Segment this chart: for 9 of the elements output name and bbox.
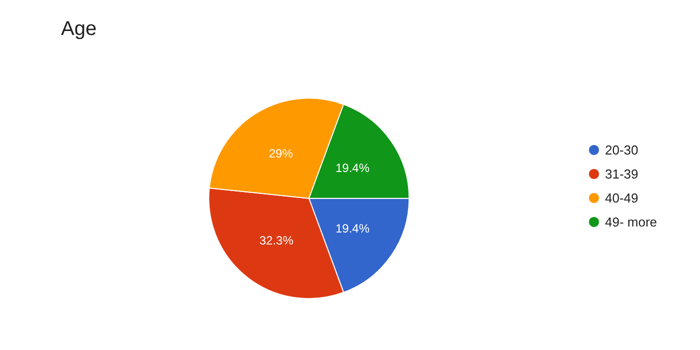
data-label: 19.4%	[336, 222, 370, 236]
data-label: 29%	[268, 146, 294, 160]
data-label: 32.3%	[259, 233, 294, 248]
chart-title: Age	[61, 18, 97, 40]
legend-label: 40-49	[604, 190, 638, 206]
legend-label: 31-39	[604, 166, 638, 182]
legend-label: 20-30	[604, 142, 638, 158]
legend-label: 49- more	[604, 214, 658, 230]
data-label: 19.4%	[336, 161, 370, 176]
